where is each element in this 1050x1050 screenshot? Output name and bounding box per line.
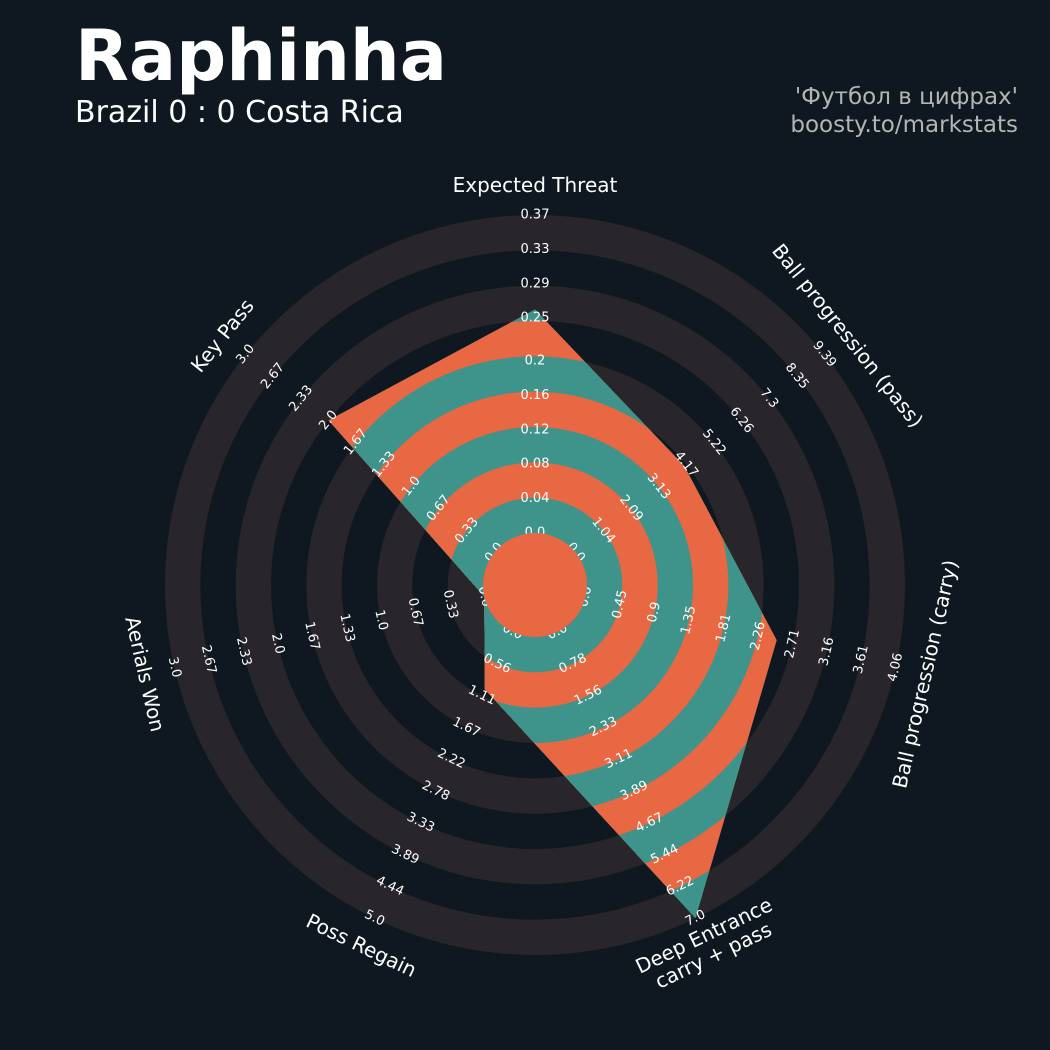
tick-label: 0.37 <box>521 208 550 223</box>
tick-label: 1.35 <box>678 604 699 636</box>
tick-label: 1.67 <box>301 620 322 652</box>
tick-label: 0.33 <box>440 589 461 621</box>
tick-label: 0.9 <box>645 601 664 625</box>
center-circle <box>483 533 587 637</box>
tick-label: 4.06 <box>885 652 906 684</box>
tick-label: 1.81 <box>713 612 734 644</box>
tick-label: 3.16 <box>816 636 837 668</box>
chart-subtitle: Brazil 0 : 0 Costa Rica <box>75 95 404 130</box>
tick-label: 0.67 <box>405 597 426 629</box>
credit: 'Футбол в цифрах' <box>795 84 1018 110</box>
tick-label: 0.12 <box>521 422 550 437</box>
tick-label: 0.25 <box>521 311 550 326</box>
tick-label: 2.33 <box>233 636 254 668</box>
param-label: Expected Threat <box>453 173 618 197</box>
tick-label: 0.29 <box>521 276 550 291</box>
tick-label: 3.0 <box>165 656 184 680</box>
tick-label: 2.0 <box>268 632 287 656</box>
tick-label: 0.08 <box>521 457 550 472</box>
tick-label: 0.33 <box>521 242 550 257</box>
tick-label: 2.71 <box>782 628 803 660</box>
tick-label: 0.2 <box>525 354 546 369</box>
tick-label: 1.0 <box>371 608 390 632</box>
tick-label: 0.45 <box>610 589 631 621</box>
tick-label: 1.33 <box>336 612 357 644</box>
tick-label: 0.16 <box>521 388 550 403</box>
param-label-line: Expected Threat <box>453 173 618 197</box>
chart-title: Raphinha <box>75 15 447 97</box>
tick-label: 0.04 <box>521 491 550 506</box>
tick-label: 2.67 <box>198 644 219 676</box>
tick-label: 3.61 <box>851 644 872 676</box>
credit: boosty.to/markstats <box>790 112 1018 138</box>
tick-label: 2.26 <box>748 620 769 652</box>
